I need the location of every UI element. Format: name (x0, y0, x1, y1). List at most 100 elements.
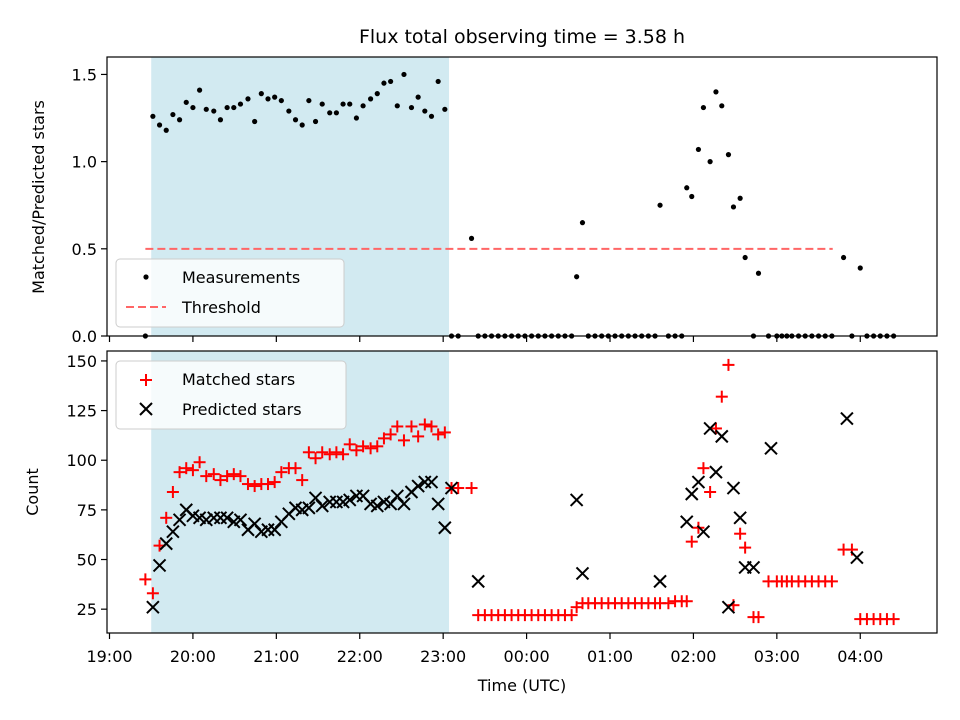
measurement-point (163, 127, 169, 133)
measurement-point (347, 101, 353, 107)
legend-threshold-label: Threshold (181, 298, 261, 317)
predicted-star-point (733, 511, 747, 525)
matched-star-point (438, 426, 451, 439)
matched-star-point (166, 486, 179, 498)
matched-star-point (722, 358, 735, 371)
measurement-point (211, 108, 217, 114)
matched-star-point (200, 470, 213, 483)
measurement-point (224, 104, 230, 111)
measurement-point (435, 78, 441, 85)
predicted-star-point (569, 493, 584, 507)
matched-star-point (397, 434, 410, 447)
measurement-point (840, 254, 847, 261)
predicted-star-point (302, 501, 316, 515)
y-tick-label: 1.5 (72, 65, 97, 84)
measurement-point (312, 118, 319, 125)
measurement-point (394, 103, 400, 109)
matched-star-point (739, 541, 752, 554)
measurement-point (657, 202, 663, 208)
legend-predicted-label: Predicted stars (182, 400, 302, 419)
predicted-star-point (233, 513, 248, 527)
measurement-point (468, 235, 475, 241)
matched-star-point (825, 575, 838, 588)
measurement-point (422, 108, 428, 114)
measurement-point (388, 78, 394, 85)
measurement-point (252, 118, 258, 125)
predicted-star-point (444, 481, 459, 495)
matched-star-point (662, 597, 675, 610)
matched-star-point (227, 468, 240, 481)
matched-star-point (261, 478, 274, 491)
y-tick-label: 100 (66, 451, 97, 470)
matched-star-point (160, 511, 173, 524)
measurement-point (292, 117, 299, 123)
x-tick-label: 23:00 (420, 647, 466, 666)
predicted-star-point (746, 560, 761, 575)
predicted-star-point (159, 536, 173, 551)
bottom-y-ticks: 25 50 75 100 125 150 (66, 352, 107, 619)
matched-star-point (685, 535, 698, 548)
y-tick-label: 0.5 (72, 240, 97, 259)
predicted-star-point (850, 550, 864, 565)
measurement-point (183, 99, 189, 105)
matched-star-point (186, 464, 199, 477)
matched-star-point (193, 456, 206, 469)
legend-measurements-label: Measurements (182, 268, 300, 287)
predicted-star-point (166, 525, 180, 539)
x-tick-label: 00:00 (504, 647, 550, 666)
y-tick-label: 1.0 (72, 153, 97, 172)
matched-star-point (697, 462, 710, 475)
predicted-star-point (199, 513, 213, 527)
measurement-point (684, 185, 690, 191)
matched-star-point (384, 428, 397, 441)
matched-star-point (371, 440, 384, 453)
measurement-points (142, 71, 897, 339)
predicted-star-point (840, 411, 854, 426)
measurement-point (319, 101, 325, 107)
predicted-star-point (220, 511, 234, 525)
matched-star-point (302, 446, 315, 459)
predicted-star-point (709, 465, 723, 479)
matched-star-point (734, 527, 747, 540)
predicted-star-point (343, 493, 357, 507)
predicted-star-point (438, 521, 452, 535)
predicted-star-point (715, 429, 729, 444)
predicted-star-point (680, 515, 694, 529)
matched-star-point (715, 390, 728, 403)
legend-measurements-marker (143, 274, 149, 280)
predicted-star-point (575, 566, 590, 581)
matched-star-point (275, 466, 288, 479)
measurement-point (579, 220, 586, 226)
predicted-star-point (424, 475, 439, 489)
x-tick-label: 21:00 (253, 647, 299, 666)
predicted-star-point (685, 487, 699, 501)
x-tick-label: 03:00 (754, 647, 800, 666)
measurement-point (333, 110, 339, 116)
matched-star-point (248, 480, 261, 493)
measurement-point (742, 254, 748, 261)
measurement-point (286, 108, 292, 114)
matched-star-point (432, 428, 445, 441)
measurement-point (367, 96, 374, 102)
matched-star-point (207, 468, 220, 481)
matched-star-point (309, 452, 322, 465)
measurement-point (408, 104, 415, 111)
measurement-point (428, 113, 435, 119)
measurement-point (857, 265, 863, 271)
chart-title: Flux total observing time = 3.58 h (359, 26, 685, 48)
legend-matched-label: Matched stars (182, 370, 295, 389)
matched-star-point (465, 482, 478, 495)
predicted-star-point (703, 421, 717, 436)
count-points (139, 358, 900, 626)
measurement-point (725, 152, 732, 158)
matched-star-point (425, 420, 438, 433)
matched-star-point (680, 595, 693, 608)
predicted-star-point (146, 600, 160, 614)
matched-star-point (268, 476, 281, 489)
predicted-star-point (764, 441, 778, 456)
measurement-point (306, 97, 312, 104)
y-tick-label: 150 (66, 352, 97, 371)
measurement-point (713, 89, 719, 95)
measurement-point (360, 103, 366, 109)
matched-star-point (330, 446, 343, 459)
